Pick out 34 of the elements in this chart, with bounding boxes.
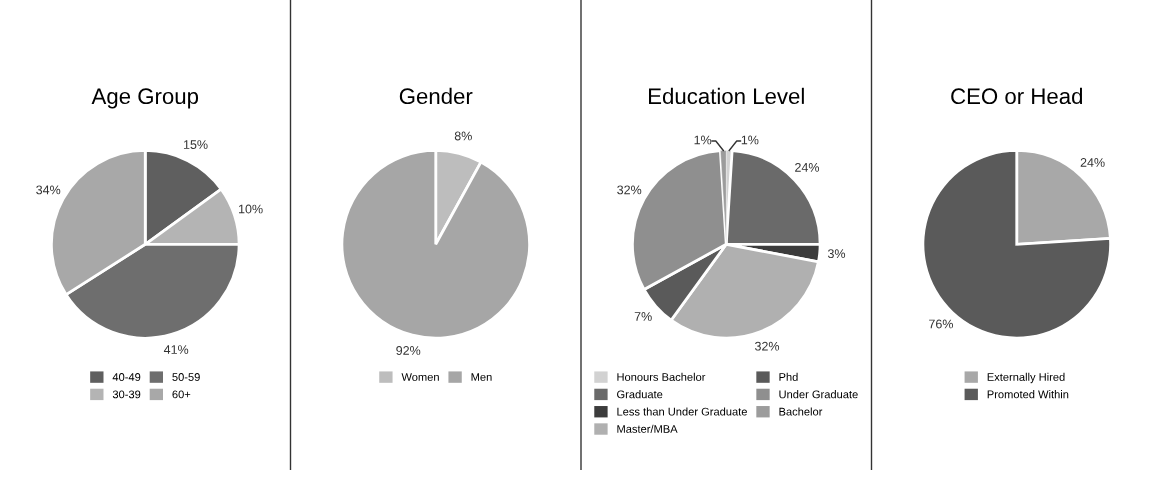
chart-title: Age Group [91,88,199,109]
legend-label: 40-49 [112,373,141,381]
data-label: 7% [634,312,652,321]
data-label: 3% [827,249,846,259]
legend-label: Women [401,373,439,381]
chart-title: Education Level [649,87,804,105]
chart-title: Gender [399,87,473,105]
data-label: 10% [239,204,263,214]
legend-label: Bachelor [779,407,823,416]
legend-label: Phd [779,372,798,381]
data-label: 24% [795,162,820,172]
legend-label: Under Graduate [779,390,858,399]
legend-label: Graduate [617,390,663,399]
legend-label: 30-39 [112,390,141,399]
data-label: 1% [694,135,712,145]
data-label: 76% [929,319,953,329]
data-label: 41% [163,345,189,354]
legend-label: Less than Under Graduate [617,407,747,416]
data-label: 34% [36,185,61,195]
data-label: 32% [754,341,780,351]
legend-label: 50-59 [172,373,200,381]
legend-label: Honours Bachelor [617,372,706,381]
legend-label: 60+ [172,390,191,399]
legend-label: Promoted Within [987,390,1069,399]
data-label: 32% [617,185,642,195]
legend-label: Men [471,373,492,381]
data-label: 8% [454,131,472,141]
legend-label: Master/MBA [617,424,678,433]
data-label: 15% [183,140,208,149]
data-label: 1% [741,135,759,145]
legend-label: Externally Hired [987,372,1065,384]
chart-title: CEO or Head [951,87,1083,105]
data-label: 24% [1080,158,1105,167]
data-label: 92% [396,346,421,355]
